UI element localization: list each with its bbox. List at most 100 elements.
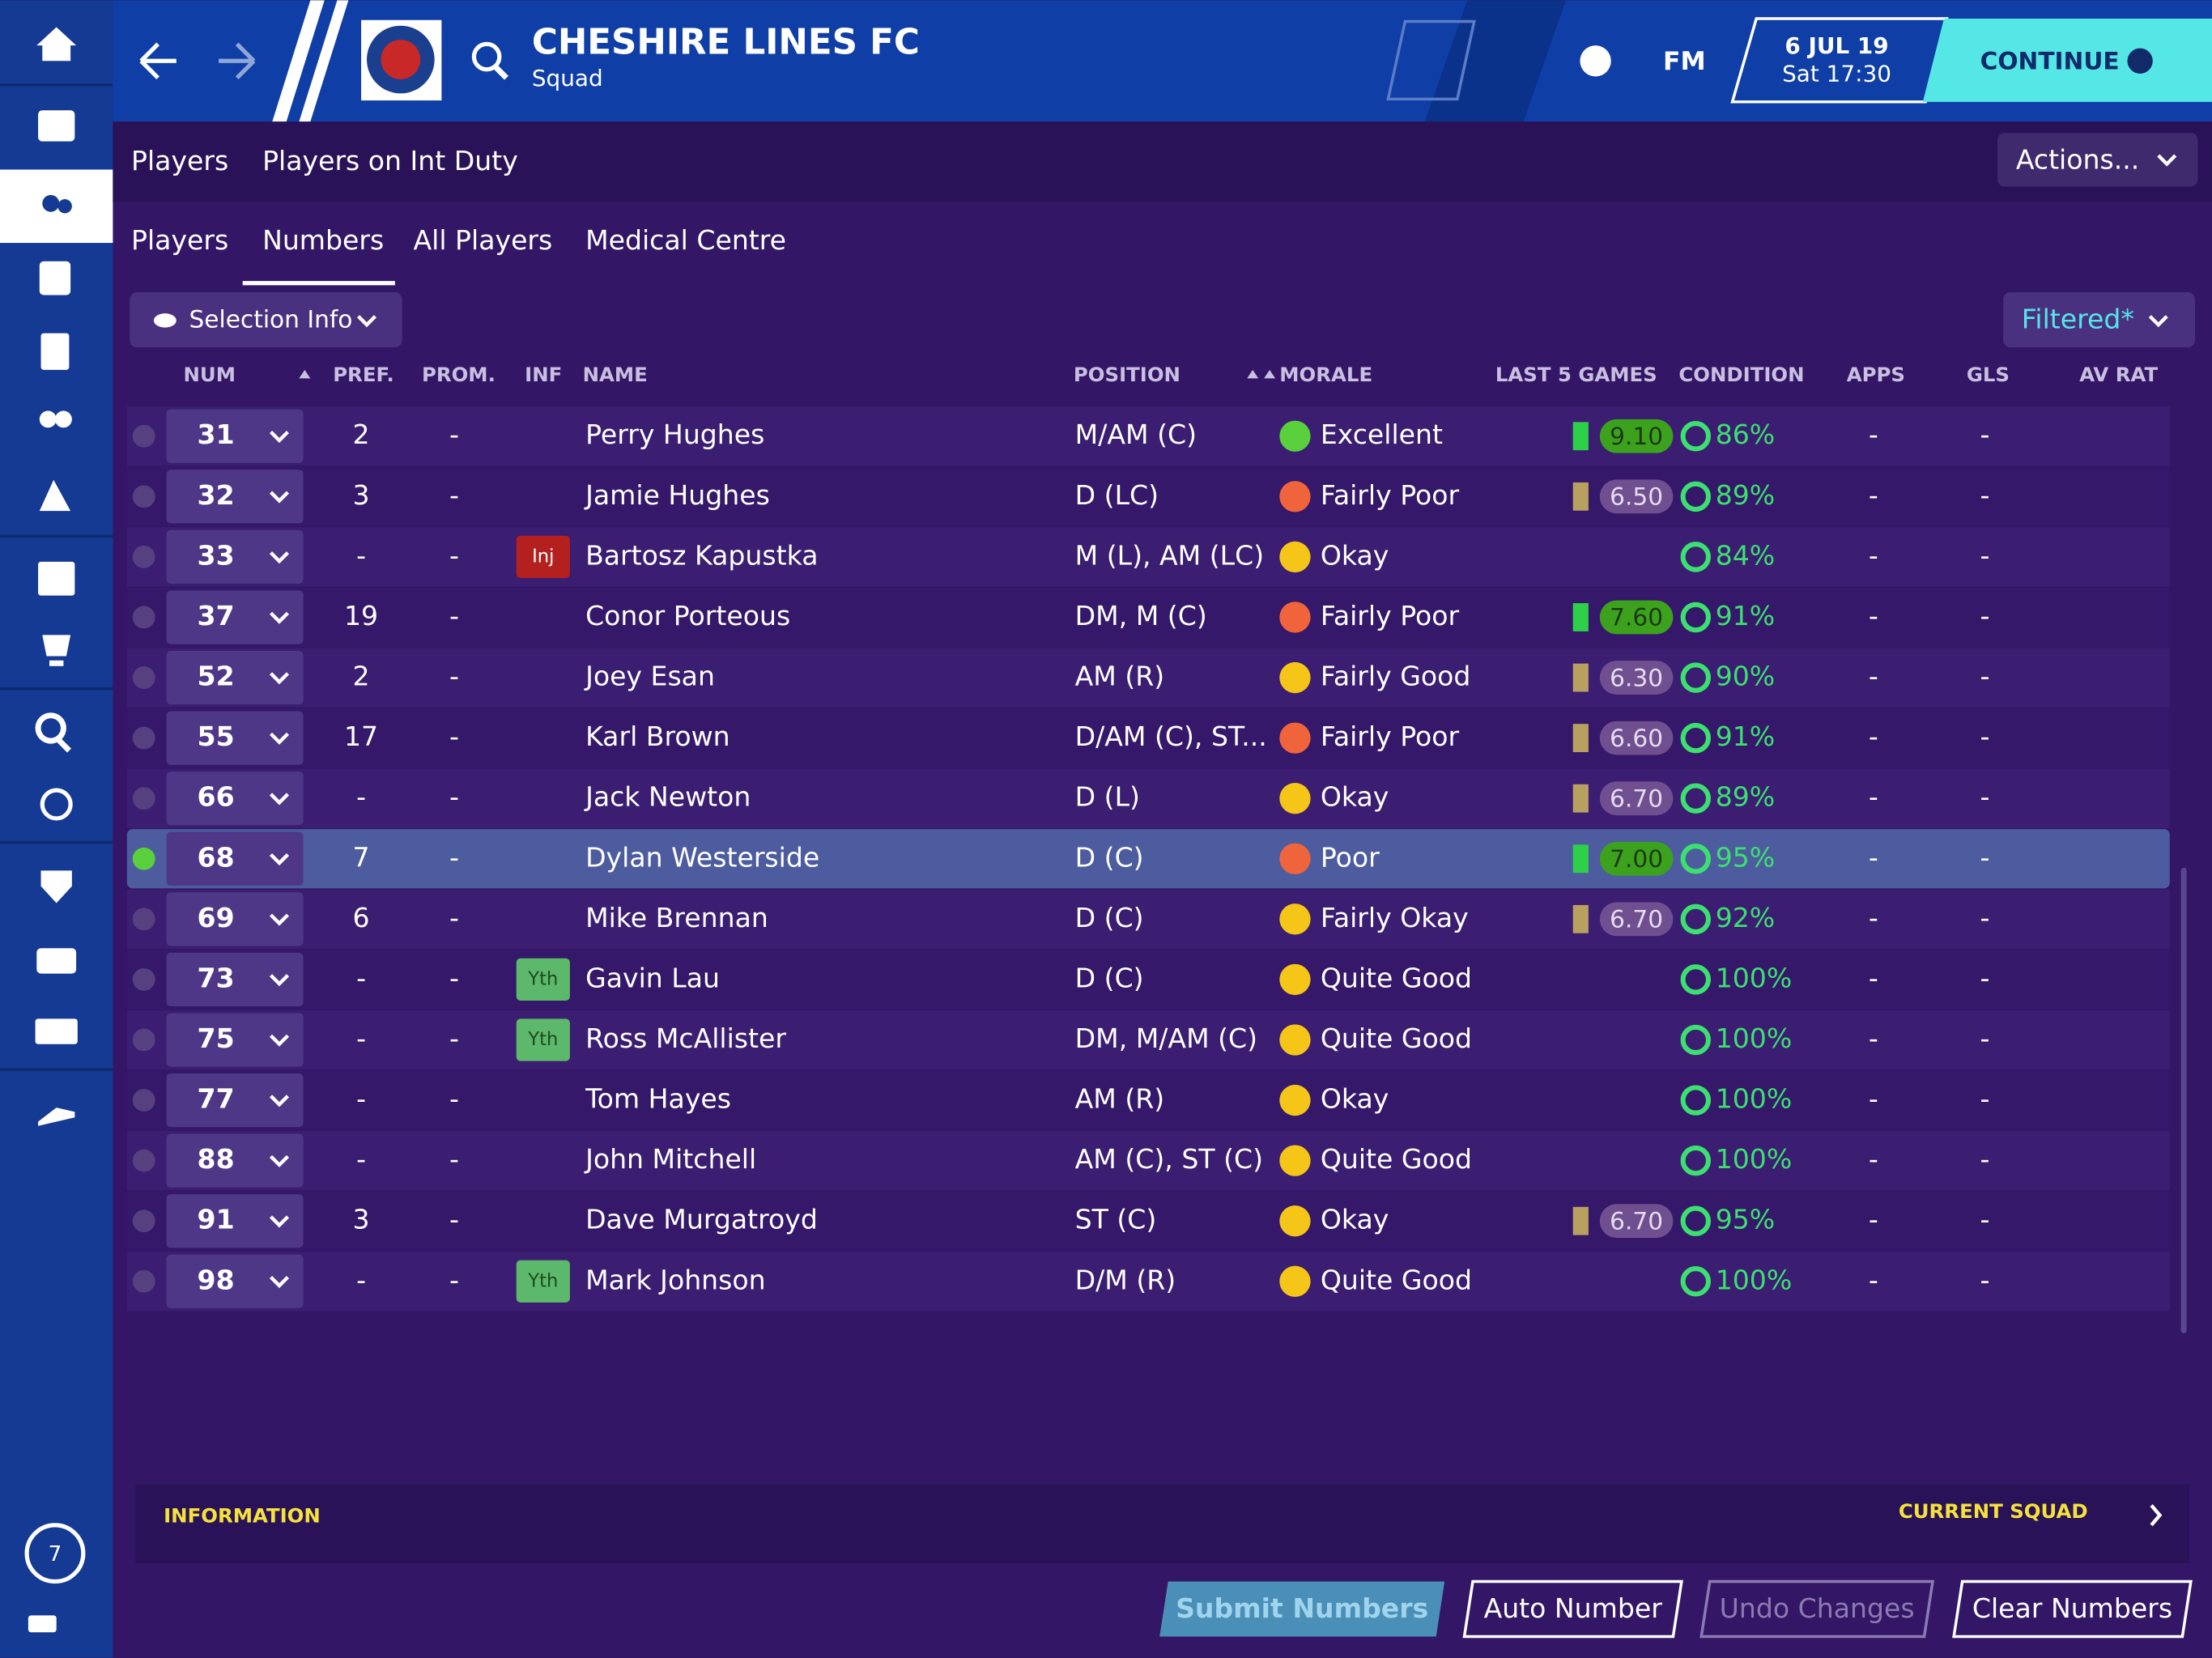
current-squad-link[interactable]: CURRENT SQUAD xyxy=(1899,1499,2088,1523)
table-row[interactable] xyxy=(126,889,2170,949)
actions-label[interactable]: Actions... xyxy=(2016,143,2139,175)
column-header[interactable]: APPS xyxy=(1847,363,1905,386)
footer-button-label[interactable]: Clear Numbers xyxy=(1972,1592,2172,1624)
filter-label[interactable]: Filtered* xyxy=(2022,303,2134,334)
number-box[interactable] xyxy=(166,1133,304,1188)
number-box[interactable] xyxy=(166,831,304,886)
row-checkbox[interactable] xyxy=(132,545,155,568)
column-header[interactable]: NAME xyxy=(583,363,648,386)
notes-button[interactable] xyxy=(1386,19,1476,101)
player-name[interactable]: Mike Brennan xyxy=(585,902,768,933)
number-box[interactable] xyxy=(166,772,304,826)
row-checkbox[interactable] xyxy=(132,908,155,931)
table-row[interactable] xyxy=(126,708,2170,768)
fm-logo[interactable]: FM xyxy=(1663,47,1706,76)
number-box[interactable] xyxy=(166,1254,304,1308)
selected-row[interactable] xyxy=(126,829,2170,889)
tab[interactable]: Players xyxy=(131,145,228,176)
table-row[interactable] xyxy=(126,466,2170,526)
number-box[interactable] xyxy=(166,650,304,705)
row-checkbox[interactable] xyxy=(132,424,155,448)
footer-button[interactable] xyxy=(1159,1581,1445,1637)
row-checkbox[interactable] xyxy=(132,967,155,991)
table-row[interactable] xyxy=(126,1131,2170,1191)
column-header[interactable]: INF xyxy=(525,363,562,386)
row-checkbox[interactable] xyxy=(132,1149,155,1172)
column-header[interactable]: POSITION xyxy=(1074,363,1180,386)
player-name[interactable]: Karl Brown xyxy=(585,721,730,752)
subtab[interactable]: Players xyxy=(131,224,228,256)
player-name[interactable]: Mark Johnson xyxy=(585,1264,766,1295)
number-box[interactable] xyxy=(166,1073,304,1128)
table-row[interactable] xyxy=(126,648,2170,708)
column-header[interactable]: PREF. xyxy=(333,363,394,386)
row-checkbox[interactable] xyxy=(132,485,155,508)
player-name[interactable]: Dylan Westerside xyxy=(585,841,819,873)
number-box[interactable] xyxy=(166,892,304,946)
footer-button[interactable] xyxy=(1699,1579,1935,1639)
column-header[interactable]: PROM. xyxy=(422,363,496,386)
player-name[interactable]: Conor Porteous xyxy=(585,600,790,631)
continue-button[interactable] xyxy=(1922,19,2212,102)
selection-button[interactable] xyxy=(130,292,402,347)
number-box[interactable] xyxy=(166,1013,304,1067)
player-name[interactable]: Bartosz Kapustka xyxy=(585,539,818,571)
number-box[interactable] xyxy=(166,1194,304,1248)
player-name[interactable]: Dave Murgatroyd xyxy=(585,1204,818,1235)
table-row[interactable] xyxy=(126,1070,2170,1130)
number-box[interactable] xyxy=(166,711,304,765)
footer-button[interactable] xyxy=(1952,1579,2193,1639)
column-header[interactable]: AV RAT xyxy=(2079,363,2158,386)
row-checkbox[interactable] xyxy=(132,666,155,689)
player-name[interactable]: Gavin Lau xyxy=(585,962,720,993)
row-checkbox[interactable] xyxy=(132,726,155,750)
player-name[interactable]: Jack Newton xyxy=(584,781,751,813)
subtab[interactable]: Numbers xyxy=(262,224,384,256)
number-box[interactable] xyxy=(166,529,304,585)
player-name[interactable]: Tom Hayes xyxy=(585,1083,731,1115)
forward-button[interactable] xyxy=(219,42,256,80)
footer-button-label[interactable]: Undo Changes xyxy=(1720,1592,1915,1624)
back-button[interactable] xyxy=(139,42,177,80)
table-row[interactable] xyxy=(126,768,2170,828)
column-header[interactable]: LAST 5 GAMES xyxy=(1495,363,1657,386)
number-box[interactable] xyxy=(166,952,304,1007)
table-row[interactable] xyxy=(126,587,2170,648)
number-box[interactable] xyxy=(166,590,304,644)
number-box[interactable] xyxy=(166,409,304,463)
row-checkbox[interactable] xyxy=(132,1269,155,1293)
subtab[interactable]: Medical Centre xyxy=(585,224,786,256)
player-name[interactable]: Perry Hughes xyxy=(585,419,764,450)
selection-label[interactable]: Selection Info xyxy=(189,305,352,333)
column-header[interactable]: CONDITION xyxy=(1678,363,1804,386)
player-name[interactable]: Jamie Hughes xyxy=(584,479,770,511)
search-icon[interactable] xyxy=(471,41,502,72)
row-checkbox[interactable] xyxy=(132,1209,155,1233)
footer-button-label[interactable]: Submit Numbers xyxy=(1176,1592,1428,1624)
player-name[interactable]: Joey Esan xyxy=(584,661,715,692)
row-checkbox[interactable] xyxy=(132,1089,155,1112)
subtab[interactable]: All Players xyxy=(414,224,553,256)
table-row[interactable] xyxy=(126,1010,2170,1070)
column-header[interactable]: GLS xyxy=(1967,363,2010,386)
table-row[interactable] xyxy=(126,406,2170,466)
continue-label[interactable]: CONTINUE xyxy=(1980,48,2120,75)
row-checkbox[interactable] xyxy=(132,847,155,870)
column-header[interactable]: NUM xyxy=(184,363,236,386)
player-name[interactable]: John Mitchell xyxy=(584,1143,756,1175)
player-name[interactable]: Ross McAllister xyxy=(585,1022,786,1054)
footer-button[interactable] xyxy=(1462,1579,1683,1639)
row-checkbox[interactable] xyxy=(132,1028,155,1052)
column-header[interactable]: MORALE xyxy=(1279,363,1372,386)
table-row[interactable] xyxy=(126,1252,2170,1312)
table-row[interactable] xyxy=(126,1191,2170,1251)
actions-button[interactable] xyxy=(1997,133,2198,187)
row-checkbox[interactable] xyxy=(132,787,155,810)
filter-button[interactable] xyxy=(2003,292,2196,347)
table-row[interactable] xyxy=(126,527,2170,587)
row-checkbox[interactable] xyxy=(132,606,155,629)
number-box[interactable] xyxy=(166,470,304,524)
footer-button-label[interactable]: Auto Number xyxy=(1484,1592,1663,1624)
globe-icon[interactable] xyxy=(1580,45,1611,77)
table-row[interactable] xyxy=(126,950,2170,1010)
